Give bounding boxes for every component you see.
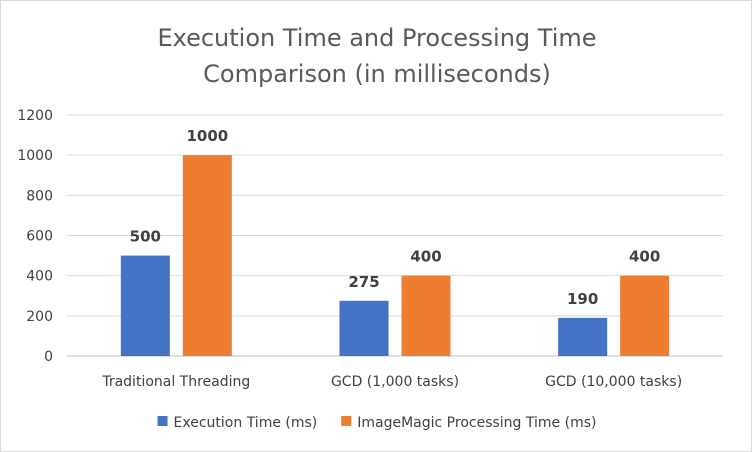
gridlines bbox=[67, 114, 723, 357]
x-category-label: GCD (1,000 tasks) bbox=[331, 374, 459, 390]
data-labels: 500 1000 275 400 190 400 bbox=[130, 127, 661, 308]
data-label: 400 bbox=[629, 248, 660, 266]
bar bbox=[620, 275, 670, 356]
y-axis-ticks: 0 200 400 600 800 1000 1200 bbox=[17, 108, 53, 365]
bar bbox=[120, 255, 170, 356]
legend-swatch bbox=[157, 416, 168, 426]
data-label: 400 bbox=[410, 248, 441, 266]
bar bbox=[401, 275, 451, 356]
legend: Execution Time (ms) ImageMagic Processing… bbox=[157, 415, 596, 431]
bar bbox=[182, 155, 232, 356]
x-axis-categories: Traditional Threading GCD (1,000 tasks) GC… bbox=[101, 374, 682, 390]
chart-title-line-2: Comparison (in milliseconds) bbox=[203, 60, 551, 88]
bar bbox=[339, 300, 389, 356]
x-category-label: Traditional Threading bbox=[101, 374, 250, 390]
bar bbox=[558, 317, 608, 356]
legend-swatch bbox=[341, 416, 352, 426]
legend-label: Execution Time (ms) bbox=[174, 415, 318, 431]
data-label: 275 bbox=[348, 273, 379, 291]
x-category-label: GCD (10,000 tasks) bbox=[545, 374, 682, 390]
y-tick-label: 1200 bbox=[17, 108, 53, 124]
legend-items: Execution Time (ms) ImageMagic Processing… bbox=[157, 415, 596, 431]
legend-label: ImageMagic Processing Time (ms) bbox=[357, 415, 596, 431]
y-tick-label: 0 bbox=[44, 349, 53, 365]
data-label: 500 bbox=[130, 228, 161, 246]
data-label: 190 bbox=[567, 290, 598, 308]
data-label: 1000 bbox=[186, 127, 228, 145]
y-tick-label: 200 bbox=[26, 309, 53, 325]
y-tick-label: 1000 bbox=[17, 148, 53, 164]
y-tick-label: 800 bbox=[26, 188, 53, 204]
y-tick-label: 400 bbox=[26, 269, 53, 285]
y-tick-label: 600 bbox=[26, 229, 53, 245]
chart-title-line-1: Execution Time and Processing Time bbox=[157, 24, 596, 52]
bars bbox=[120, 155, 670, 356]
